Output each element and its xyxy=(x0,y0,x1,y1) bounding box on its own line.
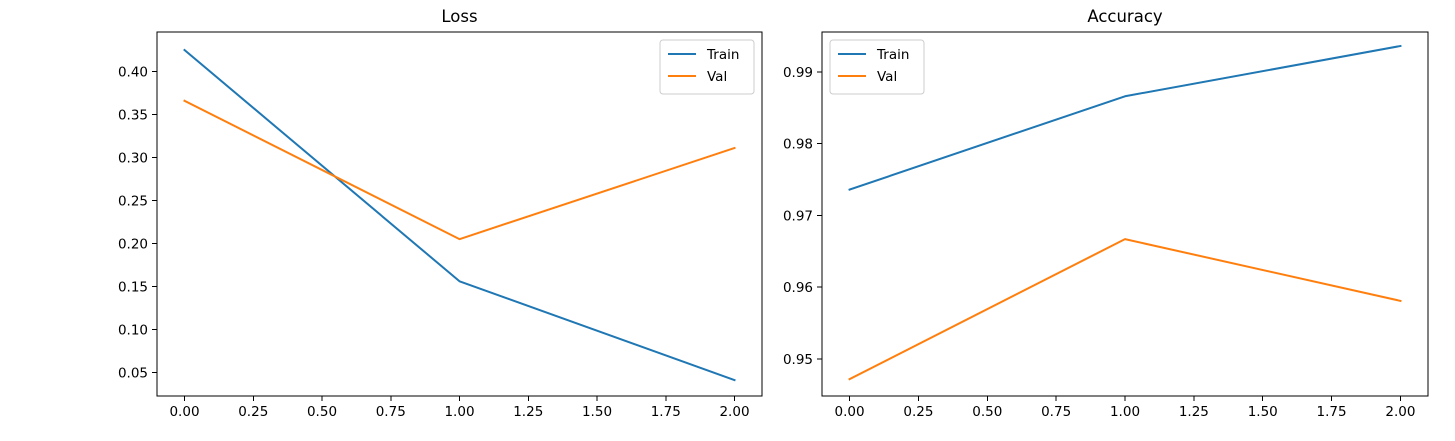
loss-title: Loss xyxy=(441,7,477,26)
accuracy-y-tick-label: 0.97 xyxy=(783,208,813,224)
loss-series-train-line xyxy=(183,48,736,382)
accuracy-x-tick-label: 1.25 xyxy=(1179,404,1209,420)
accuracy-legend: Train Val xyxy=(829,39,925,95)
loss-x-tick-label: 2.00 xyxy=(719,404,749,420)
accuracy-x-tick-label: 1.00 xyxy=(1110,404,1140,420)
loss-x-tick-label: 0.00 xyxy=(169,404,199,420)
loss-x-tick-label: 1.00 xyxy=(444,404,474,420)
accuracy-series-train-line xyxy=(848,44,1402,191)
accuracy-series-val-line xyxy=(848,238,1402,381)
accuracy-chart: Accuracy 0.00 0.25 0.50 0.75 1.00 1.25 1.50 1.75… xyxy=(783,7,1429,420)
loss-y-tick-label: 0.25 xyxy=(118,193,148,209)
accuracy-x-tick-label: 0.50 xyxy=(972,404,1002,420)
accuracy-x-tick-label: 0.25 xyxy=(903,404,933,420)
loss-y-tick-label: 0.30 xyxy=(118,150,148,166)
loss-series-val-line xyxy=(183,99,736,241)
accuracy-x-tick-label: 1.75 xyxy=(1317,404,1347,420)
loss-legend-label-train: Train xyxy=(706,47,739,63)
accuracy-y-tick-label: 0.95 xyxy=(783,352,813,368)
loss-legend: Train Val xyxy=(659,39,755,95)
accuracy-x-tick-label: 1.50 xyxy=(1248,404,1278,420)
accuracy-title: Accuracy xyxy=(1087,7,1163,26)
loss-legend-label-val: Val xyxy=(707,69,727,85)
accuracy-legend-label-train: Train xyxy=(876,47,909,63)
loss-y-tick-label: 0.20 xyxy=(118,236,148,252)
accuracy-x-tick-label: 2.00 xyxy=(1385,404,1415,420)
loss-chart: Loss 0.00 0.25 0.50 0.75 1.00 1.25 1.50 1.75 2.00… xyxy=(118,7,763,420)
accuracy-y-tick-label: 0.98 xyxy=(783,137,813,153)
loss-x-tick-label: 1.50 xyxy=(582,404,612,420)
loss-x-tick-label: 0.75 xyxy=(376,404,406,420)
loss-y-tick-label: 0.15 xyxy=(118,279,148,295)
loss-y-tick-label: 0.05 xyxy=(118,365,148,381)
loss-y-tick-label: 0.10 xyxy=(118,322,148,338)
loss-x-tick-label: 1.25 xyxy=(513,404,543,420)
loss-y-tick-label: 0.35 xyxy=(118,108,148,124)
loss-y-tick-label: 0.40 xyxy=(118,65,148,81)
loss-x-tick-label: 0.50 xyxy=(307,404,337,420)
accuracy-y-tick-label: 0.99 xyxy=(783,65,813,81)
accuracy-x-tick-label: 0.00 xyxy=(835,404,865,420)
accuracy-y-tick-label: 0.96 xyxy=(783,280,813,296)
loss-x-tick-label: 1.75 xyxy=(651,404,681,420)
loss-x-tick-label: 0.25 xyxy=(238,404,268,420)
accuracy-x-tick-label: 0.75 xyxy=(1041,404,1071,420)
accuracy-legend-label-val: Val xyxy=(877,69,897,85)
